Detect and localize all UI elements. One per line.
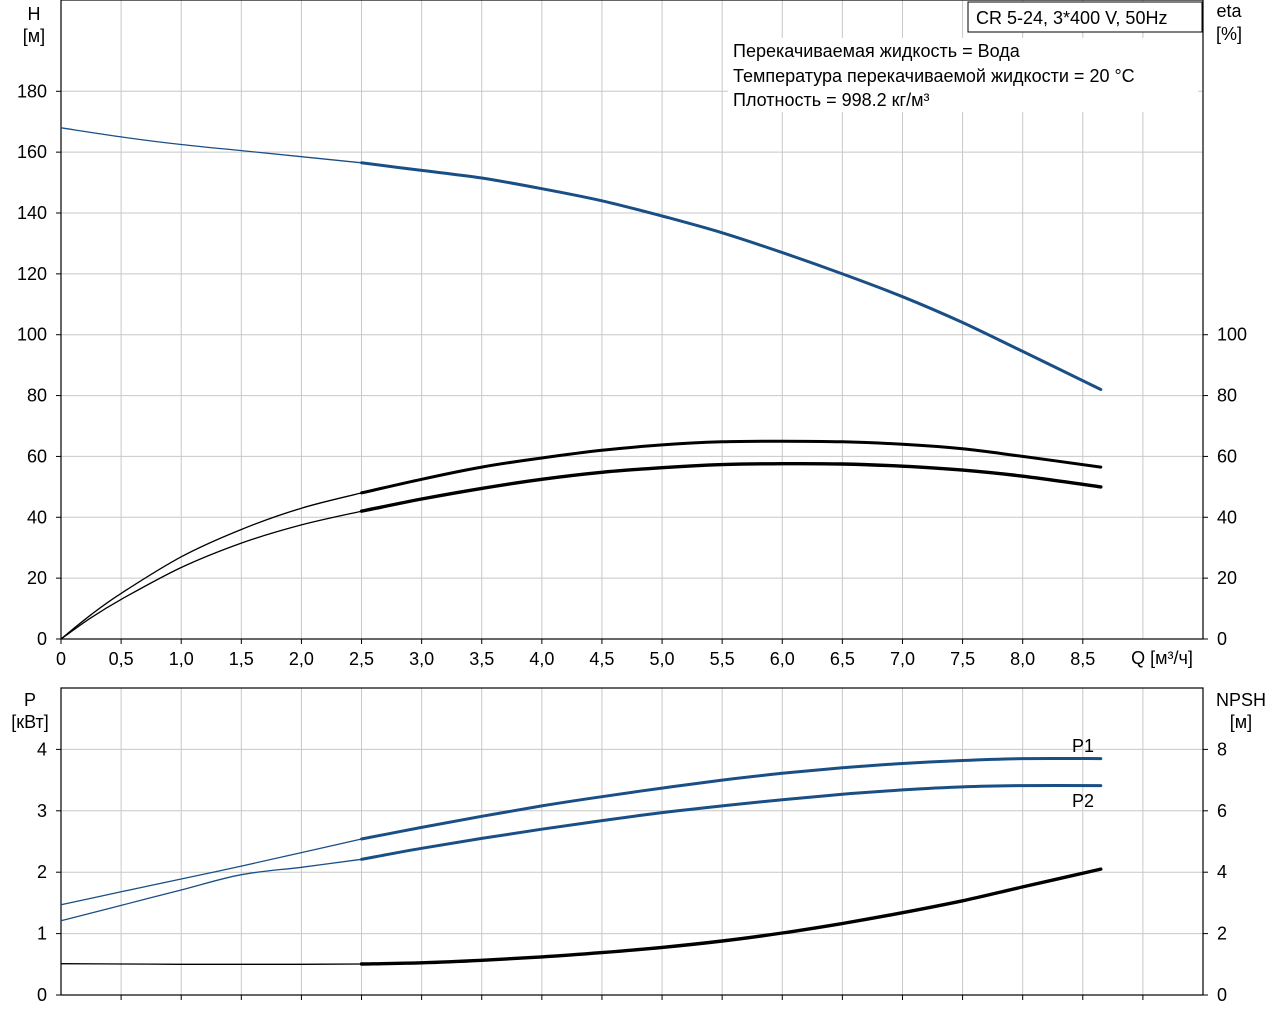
y-right-tick-label: 2 — [1217, 924, 1227, 944]
upper-series — [60, 127, 1103, 640]
p-axis-label: P — [24, 690, 36, 710]
head-efficiency-panel: 0 20 40 60 80 100 120 140 160 180 0 20 40 60 80 100 0 0,5… — [17, 0, 1247, 669]
y-right-tick-label: 0 — [1217, 629, 1227, 649]
x-tick-label: 3,5 — [469, 649, 494, 669]
y-right-tick-label: 20 — [1217, 568, 1237, 588]
lower-series — [60, 756, 1103, 966]
y-left-tick-label: 0 — [37, 629, 47, 649]
series-0-thin-line — [60, 838, 362, 906]
info-backdrop — [728, 38, 1198, 112]
x-tick-label: 3,0 — [409, 649, 434, 669]
y-right-tick-label: 8 — [1217, 739, 1227, 759]
pump-title-box: CR 5-24, 3*400 V, 50Hz — [967, 1, 1203, 33]
y-right-tick-label: 100 — [1217, 325, 1247, 345]
eta-axis-label: eta — [1216, 1, 1242, 21]
y-left-tick-label: 20 — [27, 568, 47, 588]
series-0-thin-line — [60, 127, 362, 164]
info-liquid: Перекачиваемая жидкость = Вода — [733, 41, 1021, 61]
x-tick-label: 8,0 — [1010, 649, 1035, 669]
info-temperature: Температура перекачиваемой жидкости = 20… — [733, 66, 1135, 86]
y-left-tick-label: 2 — [37, 862, 47, 882]
series-2-line — [359, 867, 1103, 966]
x-tick-label: 0 — [56, 649, 66, 669]
series-2-line — [359, 461, 1103, 513]
y-left-tick-label: 4 — [37, 739, 47, 759]
q-axis-label: Q [м³/ч] — [1131, 648, 1193, 668]
eta-axis-unit: [%] — [1216, 24, 1242, 44]
series-1-thin-line — [60, 492, 362, 640]
y-left-tick-label: 40 — [27, 507, 47, 527]
info-density: Плотность = 998.2 кг/м³ — [733, 90, 929, 110]
x-tick-label: 6,5 — [830, 649, 855, 669]
p-axis-unit: [кВт] — [11, 712, 49, 732]
y-right-tick-label: 40 — [1217, 507, 1237, 527]
y-right-tick-label: 6 — [1217, 801, 1227, 821]
power-npsh-panel: 0 1 2 3 4 0 2 4 6 8 P [кВт] NPSH [м] P1 P2 — [11, 687, 1266, 1005]
y-left-tick-label: 3 — [37, 801, 47, 821]
npsh-axis-label: NPSH — [1216, 690, 1266, 710]
y-left-tick-label: 60 — [27, 446, 47, 466]
x-tick-label: 8,5 — [1070, 649, 1095, 669]
upper-ticks: 0 20 40 60 80 100 120 140 160 180 0 20 40 60 80 100 0 0,5… — [17, 81, 1247, 669]
x-tick-label: 2,5 — [349, 649, 374, 669]
y-left-tick-label: 120 — [17, 264, 47, 284]
y-left-tick-label: 180 — [17, 81, 47, 101]
y-right-tick-label: 80 — [1217, 386, 1237, 406]
p2-series-label: P2 — [1072, 791, 1094, 811]
y-right-tick-label: 4 — [1217, 862, 1227, 882]
x-tick-label: 7,0 — [890, 649, 915, 669]
y-left-tick-label: 100 — [17, 325, 47, 345]
x-tick-label: 5,0 — [650, 649, 675, 669]
upper-plot-frame — [60, 0, 1204, 640]
series-1-line — [360, 784, 1103, 861]
series-1-thin-line — [60, 858, 362, 922]
h-axis-label: H — [28, 4, 41, 24]
y-left-tick-label: 0 — [37, 985, 47, 1005]
x-tick-label: 4,5 — [589, 649, 614, 669]
x-tick-label: 1,0 — [169, 649, 194, 669]
y-left-tick-label: 140 — [17, 203, 47, 223]
y-right-tick-label: 60 — [1217, 446, 1237, 466]
y-left-tick-label: 160 — [17, 142, 47, 162]
series-1-line — [360, 439, 1103, 495]
y-left-tick-label: 1 — [37, 924, 47, 944]
lower-plot-frame — [60, 687, 1204, 996]
lower-ticks: 0 1 2 3 4 0 2 4 6 8 — [37, 739, 1227, 1005]
x-tick-label: 4,0 — [529, 649, 554, 669]
x-tick-label: 2,0 — [289, 649, 314, 669]
npsh-axis-unit: [м] — [1230, 712, 1252, 732]
p1-series-label: P1 — [1072, 736, 1094, 756]
x-tick-label: 1,5 — [229, 649, 254, 669]
x-tick-label: 0,5 — [109, 649, 134, 669]
x-tick-label: 5,5 — [710, 649, 735, 669]
pump-title: CR 5-24, 3*400 V, 50Hz — [976, 8, 1167, 28]
y-left-tick-label: 80 — [27, 386, 47, 406]
h-axis-unit: [м] — [23, 26, 45, 46]
x-tick-label: 7,5 — [950, 649, 975, 669]
series-2-thin-line — [60, 963, 362, 965]
series-2-thin-line — [60, 510, 362, 640]
series-0-line — [360, 756, 1103, 841]
y-right-tick-label: 0 — [1217, 985, 1227, 1005]
x-tick-label: 6,0 — [770, 649, 795, 669]
series-0-line — [360, 161, 1103, 391]
